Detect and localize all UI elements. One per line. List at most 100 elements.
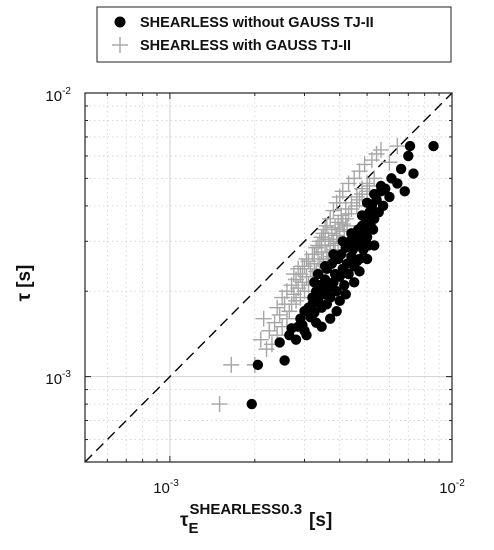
data-point-circle <box>299 325 310 337</box>
data-point-plus <box>322 210 339 227</box>
data-point-plus <box>330 214 347 231</box>
series-without-gauss <box>246 140 439 410</box>
x-tick-label-1e-2: 10-2 <box>439 478 465 497</box>
data-point-circle <box>348 277 360 288</box>
y-tick-label-1e-3: 10-3 <box>45 369 71 388</box>
data-point-plus <box>269 299 286 316</box>
data-point-plus <box>211 396 228 413</box>
data-point-circle <box>361 253 373 265</box>
data-point-circle <box>395 163 407 175</box>
legend-label-with-gauss: SHEARLESS with GAUSS TJ-II <box>140 38 351 54</box>
y-axis-label: τ [s] <box>14 265 35 302</box>
data-point-circle <box>408 168 419 179</box>
x-tick-mantissa: 10 <box>153 480 170 497</box>
data-point-plus <box>223 356 240 373</box>
legend-box <box>96 6 452 63</box>
data-point-circle <box>384 191 395 203</box>
data-point-circle <box>375 180 387 192</box>
data-point-plus <box>294 258 311 275</box>
data-point-circle <box>331 286 342 297</box>
data-point-circle <box>324 292 336 303</box>
data-point-circle <box>321 283 333 294</box>
data-point-plus <box>298 250 315 267</box>
data-point-circle <box>356 210 368 221</box>
data-point-plus <box>310 237 327 254</box>
data-point-plus <box>333 207 350 224</box>
x-tick-mantissa: 10 <box>439 480 456 497</box>
data-point-circle <box>367 224 379 235</box>
legend-marker-plus <box>112 37 128 53</box>
data-point-circle <box>279 355 290 366</box>
data-point-circle <box>354 266 365 277</box>
data-point-circle <box>246 398 257 410</box>
data-point-plus <box>261 322 278 339</box>
data-point-plus <box>285 286 302 303</box>
data-point-circle <box>351 256 363 267</box>
data-point-plus <box>288 292 305 309</box>
legend-label-without-gauss: SHEARLESS without GAUSS TJ-II <box>140 15 374 31</box>
x-tick-label-1e-3: 10-3 <box>153 478 179 497</box>
y-tick-exponent: -2 <box>62 86 71 97</box>
data-point-circle <box>399 186 410 197</box>
data-point-circle <box>319 274 331 285</box>
data-point-circle <box>337 236 348 247</box>
tick-marks <box>84 92 453 463</box>
y-tick-exponent: -3 <box>62 369 71 380</box>
data-point-circle <box>328 249 339 260</box>
data-point-circle <box>339 280 350 291</box>
y-axis-unit: [s] <box>14 265 35 288</box>
data-point-plus <box>356 156 373 173</box>
data-point-circle <box>252 359 264 371</box>
data-point-plus <box>252 331 269 348</box>
x-axis-superscript: SHEARLESS0.3 <box>190 501 303 518</box>
data-point-circle <box>346 228 357 239</box>
data-point-plus <box>281 303 298 320</box>
data-point-circle <box>334 295 345 307</box>
y-axis-symbol: τ <box>14 292 35 301</box>
data-point-circle <box>309 277 320 288</box>
data-point-circle <box>309 307 320 318</box>
data-point-plus <box>366 170 383 187</box>
data-point-circle <box>428 140 439 152</box>
x-tick-exponent: -3 <box>170 478 179 489</box>
y-tick-mantissa: 10 <box>45 88 62 105</box>
x-axis-subscript: E <box>188 520 198 537</box>
data-point-circle <box>290 334 302 345</box>
data-point-circle <box>324 313 336 324</box>
data-point-plus <box>255 310 272 327</box>
data-point-circle <box>312 268 324 280</box>
y-tick-label-1e-2: 10-2 <box>45 86 71 105</box>
legend-marker-filled-circle <box>114 16 126 28</box>
data-point-plus <box>317 221 334 238</box>
data-point-plus <box>389 138 406 155</box>
data-point-plus <box>381 154 398 171</box>
data-point-circle <box>403 150 414 162</box>
data-point-circle <box>361 197 373 209</box>
data-point-plus <box>292 289 309 306</box>
data-point-circle <box>392 178 403 189</box>
data-point-circle <box>369 188 380 200</box>
data-point-circle <box>316 321 327 332</box>
data-point-plus <box>313 229 330 246</box>
x-axis-label: τE SHEARLESS0.3 [s] <box>180 501 332 537</box>
legend: SHEARLESS without GAUSS TJ-II SHEARLESS … <box>96 6 452 63</box>
reference-line-y-equals-x <box>84 92 453 463</box>
x-tick-exponent: -2 <box>456 478 465 489</box>
data-point-circle <box>274 337 285 348</box>
data-point-plus <box>285 266 302 283</box>
x-axis-symbol: τ <box>180 510 189 531</box>
data-point-circle <box>377 200 389 212</box>
data-point-plus <box>372 141 389 158</box>
data-point-circle <box>361 232 373 243</box>
data-point-plus <box>283 296 300 313</box>
data-point-circle <box>331 306 342 317</box>
y-tick-mantissa: 10 <box>45 371 62 388</box>
data-point-circle <box>319 261 331 272</box>
x-axis-unit: [s] <box>309 510 332 531</box>
data-point-circle <box>404 140 416 152</box>
data-point-plus <box>258 341 275 358</box>
data-point-circle <box>334 271 345 282</box>
data-point-plus <box>271 306 288 323</box>
data-point-plus <box>368 145 385 162</box>
